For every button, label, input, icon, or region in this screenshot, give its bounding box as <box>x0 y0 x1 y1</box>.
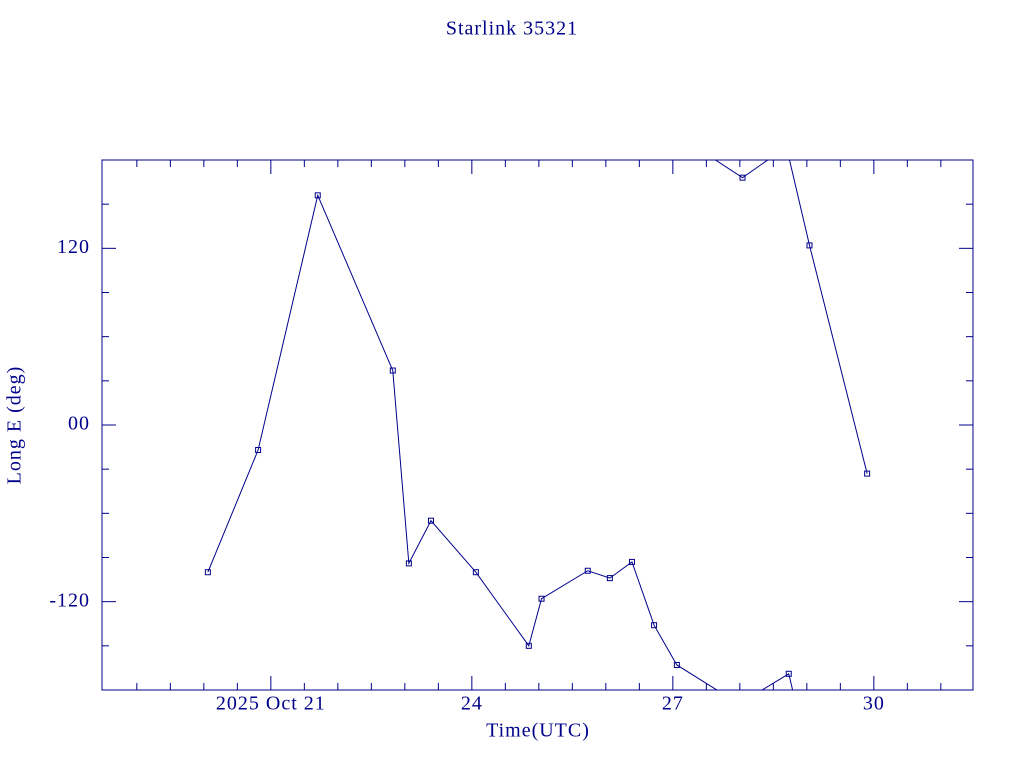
point-marker <box>739 174 746 181</box>
chart-title: Starlink 35321 <box>446 18 578 40</box>
point-marker <box>538 595 545 602</box>
point-marker <box>255 447 262 454</box>
point-marker <box>738 702 743 707</box>
x-axis-label: Time(UTC) <box>486 720 590 742</box>
point-marker <box>389 367 396 374</box>
plot-frame <box>101 159 974 691</box>
series-line <box>207 160 868 690</box>
y-tick-label: 00 <box>68 413 90 435</box>
x-tick-label: 30 <box>863 693 885 715</box>
point-marker <box>690 143 695 148</box>
y-tick-label: 120 <box>57 236 90 258</box>
point-marker <box>628 558 635 565</box>
point-marker <box>785 670 792 677</box>
point-marker <box>794 702 799 707</box>
point-marker <box>673 661 680 668</box>
point-marker <box>606 575 613 582</box>
point-marker <box>472 569 479 576</box>
point-marker <box>204 569 211 576</box>
point-marker <box>806 242 813 249</box>
point-marker <box>786 143 791 148</box>
point-marker <box>525 642 532 649</box>
point-marker <box>314 192 321 199</box>
y-axis-label: Long E (deg) <box>4 366 26 485</box>
y-tick-label: -120 <box>49 589 90 611</box>
x-tick-label: 24 <box>461 693 483 715</box>
point-marker <box>405 560 412 567</box>
point-marker <box>651 622 658 629</box>
x-tick-label: 2025 Oct 21 <box>216 693 326 715</box>
point-marker <box>584 567 591 574</box>
x-tick-label: 27 <box>662 693 684 715</box>
point-marker <box>735 702 740 707</box>
point-marker <box>427 517 434 524</box>
point-marker <box>864 470 871 477</box>
plot-area <box>204 143 871 707</box>
point-marker <box>784 143 789 148</box>
